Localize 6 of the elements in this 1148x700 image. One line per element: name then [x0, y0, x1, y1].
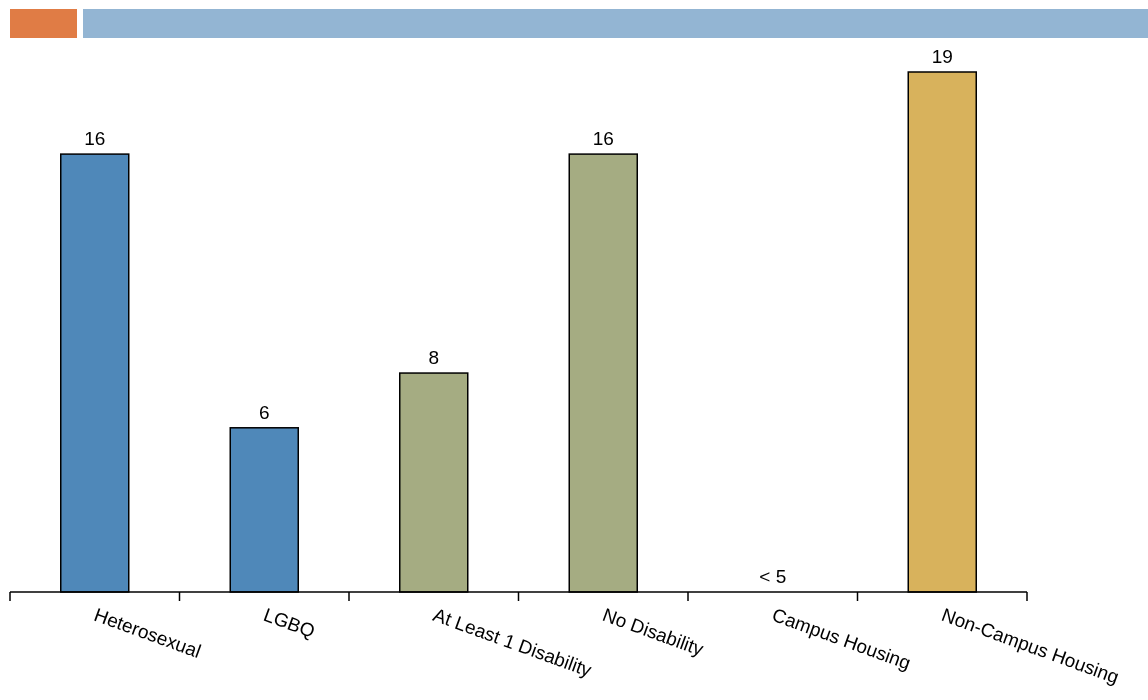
- data-label: 8: [428, 347, 440, 369]
- data-label: 16: [592, 128, 614, 150]
- text: < 5: [759, 566, 787, 587]
- data-label: 6: [258, 401, 270, 423]
- data-label: 19: [931, 46, 953, 67]
- data-label: 16: [84, 128, 106, 150]
